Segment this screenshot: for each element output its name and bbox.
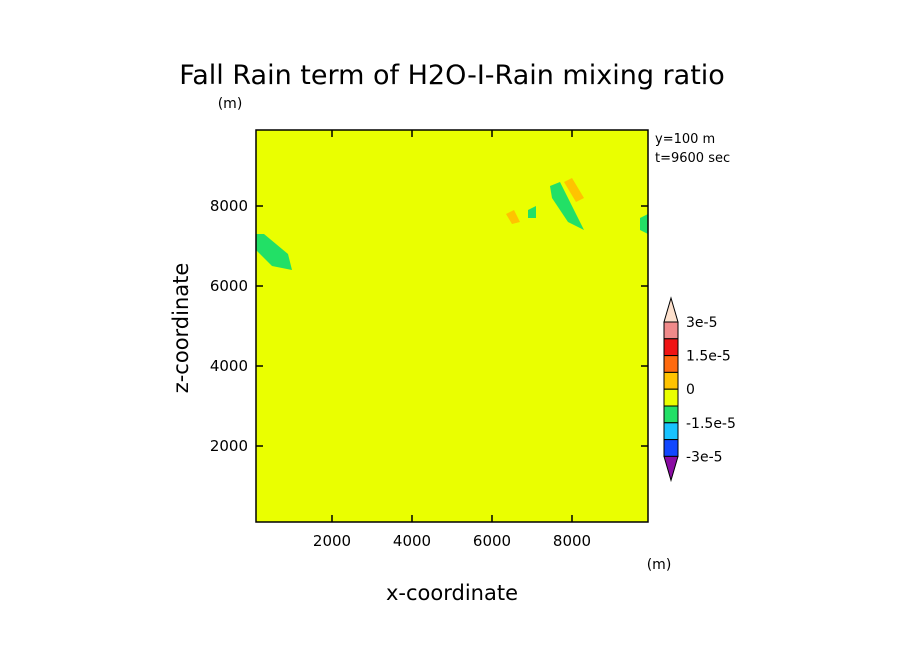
colorbar-segment <box>663 321 679 340</box>
colorbar-tick-label: 0 <box>686 382 695 398</box>
plot-frame <box>255 129 649 523</box>
colorbar-segment <box>663 355 679 373</box>
contour-region-4 <box>256 134 304 206</box>
y-axis: 2000 4000 6000 8000 <box>210 197 648 455</box>
y-tick-label: 6000 <box>210 277 248 295</box>
plot-area <box>255 129 649 523</box>
contour-region-11 <box>550 182 584 230</box>
x-axis-label: x-coordinate <box>386 581 518 605</box>
annotation-y-position: y=100 m <box>655 132 715 147</box>
x-tick-label: 4000 <box>393 532 431 550</box>
colorbar-segment <box>663 439 679 457</box>
colorbar-segment <box>663 338 679 357</box>
x-tick-label: 2000 <box>313 532 351 550</box>
y-tick-label: 4000 <box>210 357 248 375</box>
contour-region-8 <box>540 326 648 522</box>
colorbar-legend: 3e-5 1.5e-5 0 -1.5e-5 -3e-5 <box>663 296 736 483</box>
y-tick-label: 2000 <box>210 437 248 455</box>
colorbar-top-arrow <box>663 296 679 323</box>
colorbar-tick-label: 3e-5 <box>686 315 717 331</box>
colorbar-unit: (m) <box>647 557 672 573</box>
contour-region-15 <box>506 210 520 224</box>
colorbar-segment <box>663 371 679 390</box>
contour-region-9 <box>324 350 364 422</box>
colorbar-tick-label: 1.5e-5 <box>686 349 731 365</box>
contour-region-12 <box>256 234 292 270</box>
x-tick-label: 8000 <box>553 532 591 550</box>
colorbar-tick-label: -3e-5 <box>686 449 723 465</box>
contour-region-7 <box>412 422 500 522</box>
contour-region-16 <box>564 178 584 202</box>
contour-region-5 <box>408 198 468 334</box>
contour-region-14 <box>528 206 536 218</box>
contour-region-2 <box>364 134 484 286</box>
colorbar-segment <box>663 405 679 424</box>
colorbar-segment <box>663 388 679 407</box>
contour-region-13 <box>640 214 648 234</box>
colorbar-tick-label: -1.5e-5 <box>686 416 736 432</box>
contour-region-10 <box>516 350 548 430</box>
contour-regions <box>256 134 648 522</box>
y-tick-label: 8000 <box>210 197 248 215</box>
chart-subtitle: (m) <box>218 96 243 112</box>
contour-region-6 <box>256 302 292 470</box>
annotation-block: y=100 m t=9600 sec <box>655 132 730 166</box>
contour-region-1 <box>420 134 508 266</box>
contour-region-0 <box>508 134 648 286</box>
chart-title: Fall Rain term of H2O-I-Rain mixing rati… <box>179 60 725 91</box>
x-tick-label: 6000 <box>473 532 511 550</box>
colorbar-segment <box>663 422 679 441</box>
x-axis: 2000 4000 6000 8000 <box>313 130 591 550</box>
annotation-time: t=9600 sec <box>655 151 730 166</box>
y-axis-label: z-coordinate <box>169 263 193 394</box>
colorbar-bottom-arrow <box>663 455 679 483</box>
contour-region-3 <box>300 134 420 254</box>
